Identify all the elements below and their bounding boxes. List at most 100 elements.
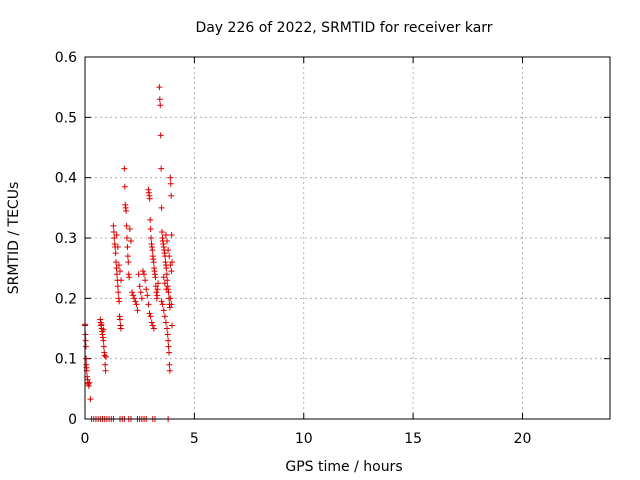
data-point bbox=[126, 274, 133, 281]
data-point bbox=[131, 295, 138, 302]
axis-ticks: 0 0.1 0.2 0.3 0.4 0.5 0.6 0 5 10 15 20 bbox=[55, 50, 610, 447]
data-point bbox=[168, 192, 175, 199]
data-point bbox=[146, 310, 153, 317]
x-tick-label: 20 bbox=[514, 431, 532, 447]
data-point bbox=[113, 271, 120, 278]
data-point bbox=[165, 247, 172, 254]
data-point bbox=[167, 262, 174, 269]
data-point bbox=[167, 295, 174, 302]
data-point bbox=[163, 286, 170, 293]
data-point bbox=[100, 343, 107, 350]
data-point bbox=[126, 225, 133, 232]
data-point bbox=[166, 361, 173, 368]
data-point bbox=[110, 222, 117, 229]
data-point bbox=[168, 301, 175, 308]
data-point bbox=[98, 321, 105, 328]
data-point bbox=[164, 331, 171, 338]
y-tick-label: 0.1 bbox=[55, 352, 77, 368]
data-point bbox=[148, 319, 155, 326]
data-point bbox=[117, 268, 123, 275]
data-point bbox=[134, 307, 141, 314]
y-tick-label: 0.5 bbox=[55, 110, 77, 126]
data-point bbox=[163, 271, 170, 278]
data-point bbox=[121, 183, 128, 190]
data-point bbox=[164, 277, 171, 284]
data-point bbox=[165, 289, 172, 296]
data-point bbox=[161, 280, 168, 287]
data-point bbox=[157, 102, 164, 109]
data-point bbox=[115, 289, 122, 296]
x-tick-label: 5 bbox=[190, 431, 199, 447]
x-tick-label: 10 bbox=[295, 431, 313, 447]
data-point bbox=[157, 132, 164, 139]
data-point bbox=[159, 301, 166, 308]
data-point bbox=[101, 352, 108, 359]
data-point bbox=[121, 165, 128, 172]
data-point bbox=[100, 326, 107, 333]
data-point bbox=[156, 96, 163, 103]
data-point bbox=[136, 283, 143, 290]
y-tick-label: 0.2 bbox=[55, 291, 77, 307]
data-point bbox=[115, 262, 122, 269]
data-point bbox=[117, 325, 124, 332]
data-point bbox=[123, 207, 130, 214]
data-point bbox=[152, 283, 159, 290]
data-point bbox=[153, 289, 160, 296]
data-point bbox=[113, 265, 120, 272]
data-point bbox=[149, 247, 156, 254]
data-point bbox=[87, 396, 94, 403]
y-tick-label: 0 bbox=[68, 412, 77, 428]
data-point bbox=[165, 337, 172, 344]
data-point bbox=[86, 379, 93, 386]
data-point bbox=[154, 286, 161, 293]
data-point bbox=[158, 165, 165, 172]
data-point bbox=[166, 304, 173, 311]
data-points bbox=[82, 84, 176, 422]
data-point bbox=[160, 274, 167, 281]
data-point bbox=[167, 174, 174, 181]
data-point bbox=[133, 301, 140, 308]
plot-frame bbox=[84, 56, 611, 420]
data-point bbox=[158, 204, 165, 211]
y-tick-label: 0.6 bbox=[55, 50, 77, 66]
data-point bbox=[166, 349, 172, 356]
data-point bbox=[148, 235, 155, 241]
data-point bbox=[149, 322, 156, 329]
data-point bbox=[150, 259, 157, 266]
data-point bbox=[102, 367, 109, 374]
data-point bbox=[138, 295, 145, 302]
data-point bbox=[166, 367, 173, 374]
data-point bbox=[116, 298, 123, 305]
data-point bbox=[123, 222, 130, 229]
data-point bbox=[102, 361, 109, 368]
x-tick-label: 15 bbox=[404, 431, 422, 447]
data-point bbox=[158, 298, 165, 305]
data-point bbox=[113, 231, 120, 238]
data-point bbox=[139, 268, 146, 275]
data-point bbox=[113, 259, 120, 266]
data-point bbox=[164, 238, 171, 245]
data-point bbox=[165, 343, 172, 350]
data-point bbox=[152, 274, 159, 281]
x-axis-label: GPS time / hours bbox=[285, 459, 402, 475]
data-point bbox=[132, 298, 139, 305]
data-point bbox=[144, 292, 151, 299]
data-point bbox=[82, 337, 89, 344]
grid-lines bbox=[85, 57, 610, 419]
data-point bbox=[82, 343, 89, 350]
data-point bbox=[127, 238, 134, 245]
data-point bbox=[110, 228, 117, 235]
data-point bbox=[83, 355, 90, 362]
data-point bbox=[124, 235, 130, 241]
data-point bbox=[162, 319, 169, 326]
data-point bbox=[118, 277, 125, 284]
data-point bbox=[124, 253, 131, 260]
y-tick-label: 0.4 bbox=[55, 171, 77, 187]
data-point bbox=[160, 307, 167, 314]
y-axis-label: SRMTID / TECUs bbox=[6, 182, 22, 295]
data-point bbox=[130, 292, 137, 299]
data-point bbox=[117, 316, 123, 323]
data-point bbox=[169, 322, 176, 329]
data-point bbox=[166, 253, 173, 260]
